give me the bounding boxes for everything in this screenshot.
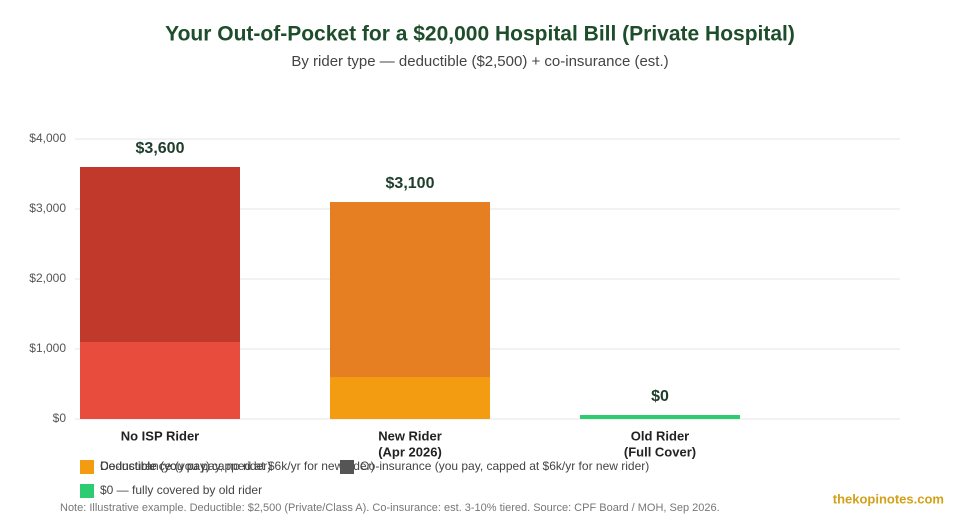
legend-swatch xyxy=(340,460,354,474)
bar-segment xyxy=(330,377,490,419)
total-label: $3,100 xyxy=(386,175,435,192)
y-tick-label: $2,000 xyxy=(29,271,66,285)
x-tick-label: (Full Cover) xyxy=(624,444,696,459)
legend-label: Co-insurance (you pay, no rider) xyxy=(100,459,271,473)
watermark: thekopinotes.com xyxy=(833,491,944,506)
bar-segment xyxy=(330,202,490,377)
x-tick-label: No ISP Rider xyxy=(121,428,200,443)
x-tick-label: (Apr 2026) xyxy=(378,444,442,459)
x-tick-label: New Rider xyxy=(378,428,442,443)
legend-label: Co-insurance (you pay, capped at $6k/yr … xyxy=(360,459,649,473)
bar-segment xyxy=(80,342,240,419)
y-tick-label: $4,000 xyxy=(29,131,66,145)
chart-subtitle: By rider type — deductible ($2,500) + co… xyxy=(291,53,668,70)
y-tick-label: $1,000 xyxy=(29,341,66,355)
bar-segment xyxy=(80,167,240,342)
footnote: Note: Illustrative example. Deductible: … xyxy=(60,502,720,514)
legend-swatch xyxy=(80,484,94,498)
legend-swatch xyxy=(80,460,94,474)
legend-label: Deductible (you pay) xyxy=(100,459,210,473)
x-tick-label: Old Rider xyxy=(631,428,690,443)
y-tick-label: $0 xyxy=(53,411,67,425)
legend-label: Deductible (you pay, capped at $6k/yr fo… xyxy=(100,459,375,473)
legend-label: $0 — fully covered by old rider xyxy=(100,483,262,497)
chart-title: Your Out-of-Pocket for a $20,000 Hospita… xyxy=(165,23,795,46)
total-label: $0 xyxy=(651,388,669,405)
y-tick-label: $3,000 xyxy=(29,201,66,215)
total-label: $3,600 xyxy=(136,140,185,157)
